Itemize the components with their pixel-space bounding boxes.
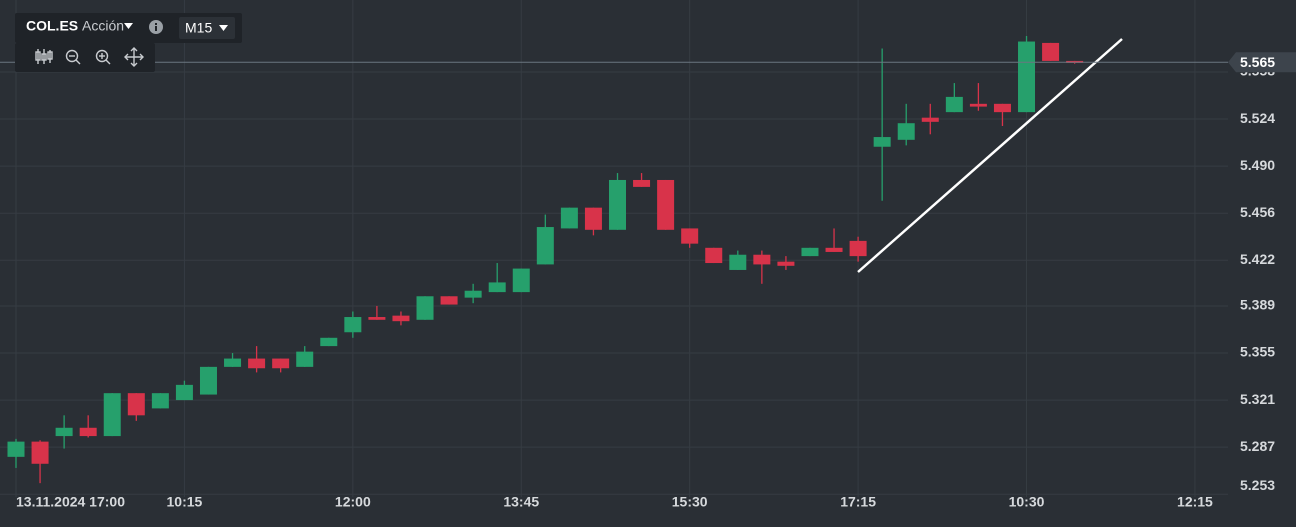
candle-body: [296, 351, 314, 367]
y-tick-label: 5.456: [1240, 204, 1275, 220]
candle-body: [609, 179, 626, 230]
candle-body: [633, 179, 651, 187]
candle-body: [320, 337, 338, 347]
candle-body: [272, 358, 290, 369]
y-tick-label: 5.253: [1240, 477, 1275, 493]
candle-body: [440, 296, 458, 305]
y-tick-label: 5.355: [1240, 344, 1275, 360]
candle-body: [1042, 42, 1060, 61]
candle-body: [151, 393, 169, 409]
candle-body: [488, 282, 506, 293]
x-tick-label: 17:15: [840, 494, 876, 510]
current-price-tag: [1228, 52, 1296, 73]
x-tick-label: 10:15: [167, 494, 203, 510]
candle-body: [55, 427, 73, 437]
candle-body: [31, 441, 49, 464]
y-tick-label: 5.422: [1240, 251, 1275, 267]
y-tick-label: 5.287: [1240, 438, 1275, 454]
candle-body: [127, 393, 145, 416]
candle-body: [464, 290, 482, 298]
toolbar: COL.ES Acción M15: [15, 13, 242, 72]
grid: [0, 0, 1228, 497]
timeframe-dropdown[interactable]: [219, 25, 228, 31]
candle-body: [199, 366, 217, 395]
zoom-in-icon[interactable]: [95, 49, 111, 65]
candle-body: [536, 227, 554, 265]
candle-body: [753, 254, 771, 265]
candle-body: [79, 427, 97, 437]
candle-body: [416, 296, 434, 320]
current-price-label: 5.565: [1240, 54, 1275, 70]
x-tick-label: 13.11.2024 17:00: [16, 494, 125, 510]
candle-body: [825, 247, 843, 252]
timeframe-box[interactable]: [179, 17, 235, 39]
axes: 5.253 5.287 5.321 5.355 5.389 5.422 5.456 5.490…: [0, 52, 1296, 510]
y-tick-label: 5.321: [1240, 391, 1275, 407]
candle-body: [560, 207, 578, 229]
candle-body: [969, 103, 987, 107]
timeframe[interactable]: M15: [185, 20, 212, 36]
candle-body: [175, 384, 193, 401]
trend-line[interactable]: [857, 38, 1123, 273]
x-tick-label: 12:15: [1177, 494, 1213, 510]
candle-body: [512, 268, 530, 293]
y-tick-label: 5.490: [1240, 157, 1275, 173]
symbol-dropdown[interactable]: [124, 23, 133, 29]
candle-body: [681, 228, 699, 244]
candle-body: [368, 317, 386, 320]
x-tick-label: 10:30: [1009, 494, 1045, 510]
candle-body: [873, 137, 891, 147]
candle-body: [7, 441, 25, 457]
x-tick-label: 12:00: [335, 494, 371, 510]
pan-icon[interactable]: [124, 47, 144, 67]
instrument-kind: Acción: [82, 18, 124, 34]
candle-body: [344, 317, 362, 333]
candle-body: [729, 254, 747, 270]
candle-body: [993, 103, 1011, 113]
info-glyph: [155, 23, 157, 25]
candle-body: [945, 96, 963, 113]
symbol[interactable]: COL.ES: [26, 18, 78, 34]
candle-body: [1018, 41, 1036, 113]
candle-body: [248, 358, 266, 369]
x-tick-label: 13:45: [503, 494, 539, 510]
candle-body: [705, 247, 723, 264]
candle-body: [657, 179, 675, 230]
candle-body: [801, 247, 819, 257]
candle-body: [897, 123, 915, 140]
info-glyph: [155, 26, 157, 31]
candle-body: [849, 240, 867, 257]
zoom-out-icon[interactable]: [65, 49, 81, 65]
candle-body: [584, 207, 602, 230]
y-tick-label: 5.524: [1240, 110, 1275, 126]
candle-body: [777, 261, 795, 266]
chart-type-icon[interactable]: [35, 49, 53, 64]
x-tick-label: 15:30: [672, 494, 708, 510]
candle-body: [392, 315, 410, 322]
candle-body: [224, 358, 242, 367]
candles: [7, 35, 1084, 484]
candle-body: [103, 393, 121, 437]
y-tick-label: 5.389: [1240, 297, 1275, 313]
candle-body: [921, 117, 939, 122]
